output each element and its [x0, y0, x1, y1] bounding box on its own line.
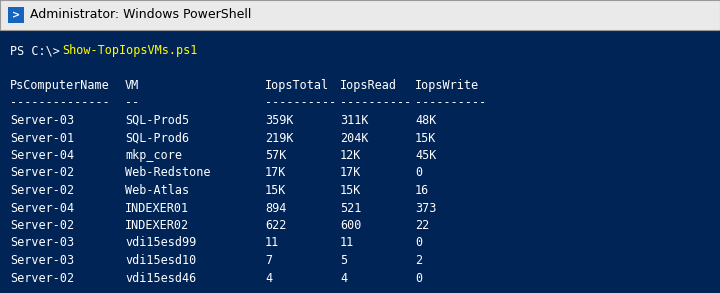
Text: INDEXER02: INDEXER02	[125, 219, 189, 232]
Text: 359K: 359K	[265, 114, 294, 127]
Text: 894: 894	[265, 202, 287, 214]
Text: 311K: 311K	[340, 114, 369, 127]
Text: Show-TopIopsVMs.ps1: Show-TopIopsVMs.ps1	[62, 44, 197, 57]
Text: Server-04: Server-04	[10, 202, 74, 214]
Text: ----------: ----------	[265, 96, 336, 110]
Text: IopsWrite: IopsWrite	[415, 79, 479, 92]
FancyBboxPatch shape	[0, 0, 720, 30]
Text: Server-01: Server-01	[10, 132, 74, 144]
Text: 0: 0	[415, 236, 422, 250]
Text: vdi15esd46: vdi15esd46	[125, 272, 197, 285]
Text: 22: 22	[415, 219, 429, 232]
Text: Server-02: Server-02	[10, 219, 74, 232]
Text: Server-04: Server-04	[10, 149, 74, 162]
Text: 2: 2	[415, 254, 422, 267]
Text: Server-03: Server-03	[10, 114, 74, 127]
Text: 16: 16	[415, 184, 429, 197]
Text: mkp_core: mkp_core	[125, 149, 182, 162]
Text: 622: 622	[265, 219, 287, 232]
Text: ----------: ----------	[340, 96, 411, 110]
Text: >: >	[12, 10, 20, 20]
Text: 17K: 17K	[265, 166, 287, 180]
Text: IopsTotal: IopsTotal	[265, 79, 329, 92]
Text: Server-03: Server-03	[10, 236, 74, 250]
Text: 204K: 204K	[340, 132, 369, 144]
Text: Server-02: Server-02	[10, 166, 74, 180]
Text: Web-Redstone: Web-Redstone	[125, 166, 210, 180]
Text: VM: VM	[125, 79, 139, 92]
Text: IopsRead: IopsRead	[340, 79, 397, 92]
Text: 57K: 57K	[265, 149, 287, 162]
Text: PS C:\>: PS C:\>	[10, 44, 67, 57]
Text: 4: 4	[265, 272, 272, 285]
Text: Web-Atlas: Web-Atlas	[125, 184, 189, 197]
Text: 45K: 45K	[415, 149, 436, 162]
Text: 15K: 15K	[415, 132, 436, 144]
Text: 11: 11	[265, 236, 279, 250]
Text: 17K: 17K	[340, 166, 361, 180]
Text: Server-02: Server-02	[10, 272, 74, 285]
Text: 15K: 15K	[340, 184, 361, 197]
Text: Administrator: Windows PowerShell: Administrator: Windows PowerShell	[30, 8, 251, 21]
Text: 15K: 15K	[265, 184, 287, 197]
Text: 12K: 12K	[340, 149, 361, 162]
Text: 600: 600	[340, 219, 361, 232]
FancyBboxPatch shape	[8, 7, 24, 23]
Text: ----------: ----------	[415, 96, 486, 110]
Text: --------------: --------------	[10, 96, 109, 110]
Text: vdi15esd10: vdi15esd10	[125, 254, 197, 267]
Text: 219K: 219K	[265, 132, 294, 144]
Text: 0: 0	[415, 272, 422, 285]
Text: SQL-Prod5: SQL-Prod5	[125, 114, 189, 127]
Text: INDEXER01: INDEXER01	[125, 202, 189, 214]
Text: PsComputerName: PsComputerName	[10, 79, 109, 92]
Text: vdi15esd99: vdi15esd99	[125, 236, 197, 250]
Text: --: --	[125, 96, 139, 110]
Text: 373: 373	[415, 202, 436, 214]
Text: 0: 0	[415, 166, 422, 180]
Text: SQL-Prod6: SQL-Prod6	[125, 132, 189, 144]
Text: 48K: 48K	[415, 114, 436, 127]
Text: 521: 521	[340, 202, 361, 214]
Text: Server-02: Server-02	[10, 184, 74, 197]
Text: 7: 7	[265, 254, 272, 267]
Text: 5: 5	[340, 254, 347, 267]
Text: Server-03: Server-03	[10, 254, 74, 267]
Text: 11: 11	[340, 236, 354, 250]
Text: 4: 4	[340, 272, 347, 285]
